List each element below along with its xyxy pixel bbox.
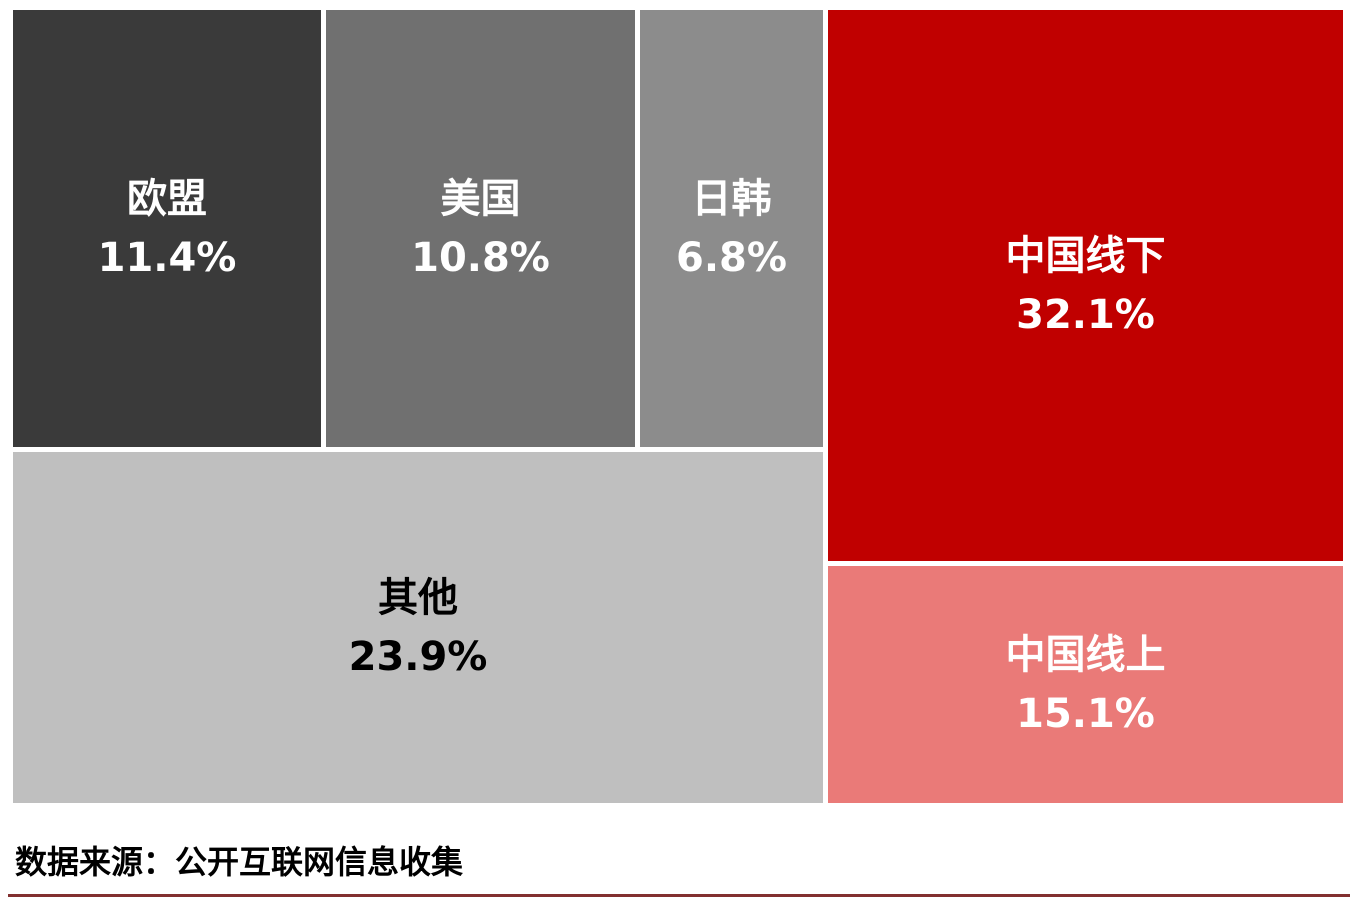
tile-value-china-offline: 32.1% xyxy=(1016,291,1155,338)
tile-value-us: 10.8% xyxy=(411,234,550,281)
tile-label-others: 其他 xyxy=(378,574,458,621)
tile-label-us: 美国 xyxy=(440,175,521,222)
data-source-note: 数据来源：公开互联网信息收集 xyxy=(15,843,464,881)
tile-label-japan-korea: 日韩 xyxy=(691,175,772,222)
tile-value-china-online: 15.1% xyxy=(1016,690,1155,737)
tile-value-eu: 11.4% xyxy=(97,234,237,281)
tile-value-others: 23.9% xyxy=(348,633,488,680)
treemap-tile-us: 美国 10.8% xyxy=(326,10,635,447)
treemap-tile-china-offline: 中国线下 32.1% xyxy=(828,10,1343,561)
treemap-tile-china-online: 中国线上 15.1% xyxy=(828,566,1343,803)
treemap-tile-eu: 欧盟 11.4% xyxy=(13,10,321,447)
tile-label-china-offline: 中国线下 xyxy=(1005,232,1166,279)
tile-label-eu: 欧盟 xyxy=(127,175,207,222)
treemap-tile-others: 其他 23.9% xyxy=(13,452,823,803)
footer-rule xyxy=(8,894,1350,897)
tile-value-japan-korea: 6.8% xyxy=(676,234,787,281)
tile-label-china-online: 中国线上 xyxy=(1005,631,1166,678)
treemap-tile-japan-korea: 日韩 6.8% xyxy=(640,10,823,447)
